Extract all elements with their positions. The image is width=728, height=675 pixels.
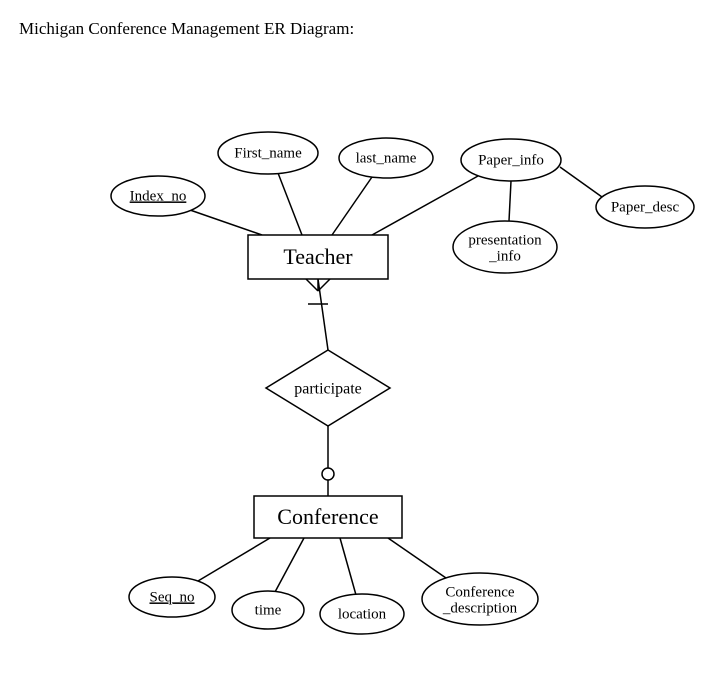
er-diagram-canvas: Teacher Conference participate Index_no Firs… [0,0,728,675]
attr-label-first_name: First_name [234,145,302,161]
edge-last_name-attr [332,177,372,235]
attr-label-presentation: presentation [468,232,542,248]
attr-label-time: time [255,602,282,618]
attr-label-paper_desc: Paper_desc [611,199,680,215]
edge-seq_no-attr [198,538,270,581]
attr-label-index_no: Index_no [130,188,187,204]
entity-label-teacher: Teacher [283,244,353,269]
cardinality-circle [322,468,334,480]
attr-label-location: location [338,606,387,622]
entity-label-conference: Conference [277,504,378,529]
relationship-label-participate: participate [294,381,362,398]
edge-paper_desc-attr [560,167,602,197]
crowfoot-prong [318,279,330,291]
edge-first_name-attr [278,173,302,235]
edge-paper_info-attr [372,176,478,235]
edge-time-attr [275,538,304,592]
attr-label-last_name: last_name [356,150,417,166]
attr-label2-presentation: _info [488,248,521,264]
edge-location-attr [340,538,356,595]
edge-index_no-attr [190,210,262,235]
attr-label-seq_no: Seq_no [150,589,195,605]
attr-label-paper_info: Paper_info [478,152,544,168]
attr-label-conf_desc: Conference [445,584,514,600]
edge-presentation-attr [509,181,511,221]
edge-conf_desc-attr [388,538,446,578]
crowfoot-prong [306,279,318,291]
attr-label2-conf_desc: _description [442,600,518,616]
